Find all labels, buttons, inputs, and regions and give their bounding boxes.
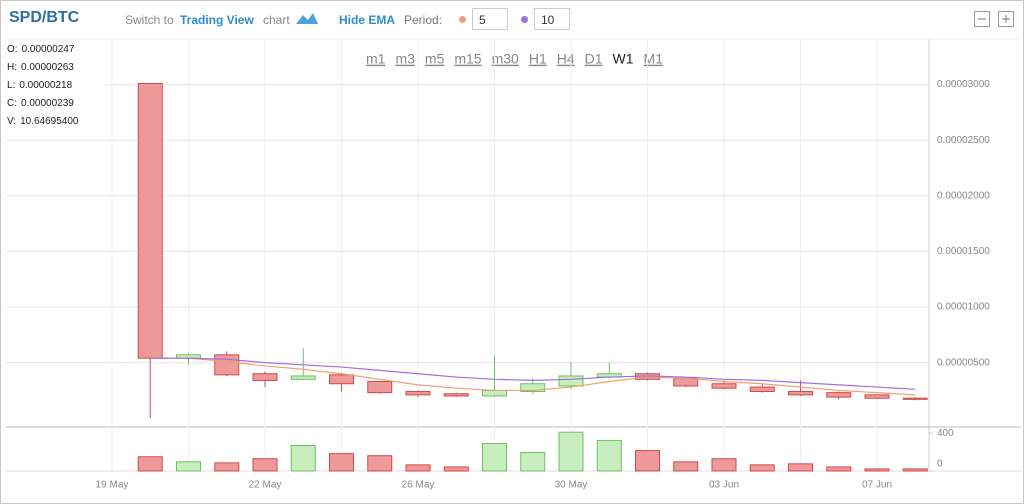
x-tick-label: 26 May bbox=[402, 480, 435, 491]
info-row: V: 10.64695400 bbox=[7, 113, 105, 131]
y-tick-label: 0.00001500 bbox=[937, 246, 990, 257]
timeframe[interactable]: D1 bbox=[585, 51, 603, 67]
ema-line bbox=[150, 357, 916, 390]
info-value: 0.00000218 bbox=[19, 80, 73, 91]
volume-bar bbox=[176, 461, 201, 472]
y-tick-label: 0.00002000 bbox=[937, 190, 990, 201]
volume-bar bbox=[405, 464, 431, 472]
info-label: L: bbox=[7, 80, 16, 91]
ema-line bbox=[150, 357, 916, 396]
candle-body bbox=[864, 394, 890, 399]
volume-bar bbox=[252, 458, 278, 472]
volume-bar bbox=[788, 463, 813, 472]
zoom-out[interactable] bbox=[974, 11, 990, 27]
candle-body bbox=[558, 375, 584, 387]
candle-body bbox=[137, 82, 163, 359]
y-tick-label: 0.00002500 bbox=[937, 135, 990, 146]
timeframe[interactable]: W1 bbox=[613, 51, 634, 67]
info-label: H: bbox=[7, 62, 17, 73]
candle-body bbox=[214, 354, 240, 376]
x-tick-label: 19 May bbox=[96, 480, 129, 491]
timeframe[interactable]: M1 bbox=[644, 51, 664, 67]
volume-tick-label: 0 bbox=[937, 459, 943, 470]
candle-body bbox=[405, 391, 431, 396]
y-tick-label: 0.00003000 bbox=[937, 79, 990, 90]
candle-body bbox=[826, 392, 852, 398]
pair-title: SPD/BTC bbox=[9, 9, 80, 26]
timeframe[interactable]: m5 bbox=[425, 51, 445, 67]
volume-bar bbox=[137, 456, 163, 472]
info-label: V: bbox=[7, 116, 17, 127]
volume-bar bbox=[367, 455, 393, 472]
info-row: L: 0.00000218 bbox=[7, 77, 105, 95]
header: SPD/BTC Switch to Trading View chart Hid… bbox=[1, 1, 1023, 37]
volume-bar bbox=[902, 468, 928, 472]
candle-body bbox=[290, 375, 316, 380]
timeframe[interactable]: m15 bbox=[454, 51, 481, 67]
timeframe[interactable]: m1 bbox=[366, 51, 386, 67]
period-input[interactable]: 5 bbox=[472, 8, 508, 30]
period-label: Period: bbox=[404, 13, 443, 27]
volume-bar bbox=[482, 442, 507, 472]
info-row: H: 0.00000263 bbox=[7, 59, 105, 77]
volume-tick-label: 400 bbox=[937, 428, 954, 439]
candle-body bbox=[902, 397, 928, 400]
volume-bar bbox=[673, 461, 699, 472]
candle-body bbox=[252, 373, 278, 381]
period-input[interactable]: 10 bbox=[534, 8, 570, 30]
volume-bar bbox=[711, 458, 737, 472]
info-row: O: 0.00000247 bbox=[7, 41, 105, 59]
volume-bar bbox=[558, 431, 584, 472]
candle-body bbox=[520, 383, 546, 393]
switch-text: chart bbox=[263, 13, 290, 27]
switch-link[interactable]: Trading View bbox=[180, 13, 254, 27]
x-tick-label: 30 May bbox=[555, 480, 588, 491]
y-tick-label: 0.00000500 bbox=[937, 357, 990, 368]
candle-body bbox=[329, 374, 354, 385]
candle-body bbox=[749, 386, 775, 393]
timeframe[interactable]: H4 bbox=[557, 51, 575, 67]
volume-bar bbox=[329, 453, 354, 472]
timeframe[interactable]: m3 bbox=[395, 51, 415, 67]
y-tick-label: 0.00001000 bbox=[937, 302, 990, 313]
zoom-in[interactable] bbox=[998, 11, 1014, 27]
timeframe[interactable]: m30 bbox=[492, 51, 519, 67]
volume-bar bbox=[520, 452, 546, 472]
candle-body bbox=[711, 383, 737, 389]
volume-bar bbox=[214, 462, 240, 472]
ohlc-info: O: 0.00000247 H: 0.00000263 L: 0.00000218 C: 0.… bbox=[3, 41, 105, 131]
candle-body bbox=[367, 381, 393, 394]
ema-dot bbox=[521, 16, 528, 23]
volume-bar bbox=[290, 445, 316, 472]
volume-bar bbox=[596, 439, 622, 472]
info-value: 0.00000239 bbox=[21, 98, 74, 109]
candle-body bbox=[788, 391, 813, 396]
x-tick-label: 03 Jun bbox=[709, 480, 739, 491]
volume-bar bbox=[826, 466, 852, 472]
ema-dot bbox=[459, 16, 466, 23]
info-label: C: bbox=[7, 98, 17, 109]
info-value: 0.00000247 bbox=[21, 44, 75, 55]
x-tick-label: 22 May bbox=[249, 480, 282, 491]
info-value: 0.00000263 bbox=[21, 62, 74, 73]
x-tick-label: 07 Jun bbox=[862, 480, 892, 491]
volume-bar bbox=[749, 464, 775, 472]
switch-text: Switch to bbox=[125, 13, 174, 27]
info-row: C: 0.00000239 bbox=[7, 95, 105, 113]
info-label: O: bbox=[7, 44, 18, 55]
candle-body bbox=[443, 393, 469, 397]
tv-icon bbox=[296, 13, 318, 24]
candle-body bbox=[482, 389, 507, 397]
volume-bar bbox=[443, 466, 469, 472]
info-value: 10.64695400 bbox=[20, 116, 79, 127]
volume-bar bbox=[864, 468, 890, 472]
ema-toggle[interactable]: Hide EMA bbox=[339, 13, 396, 27]
volume-bar bbox=[635, 450, 660, 472]
timeframe[interactable]: H1 bbox=[529, 51, 547, 67]
